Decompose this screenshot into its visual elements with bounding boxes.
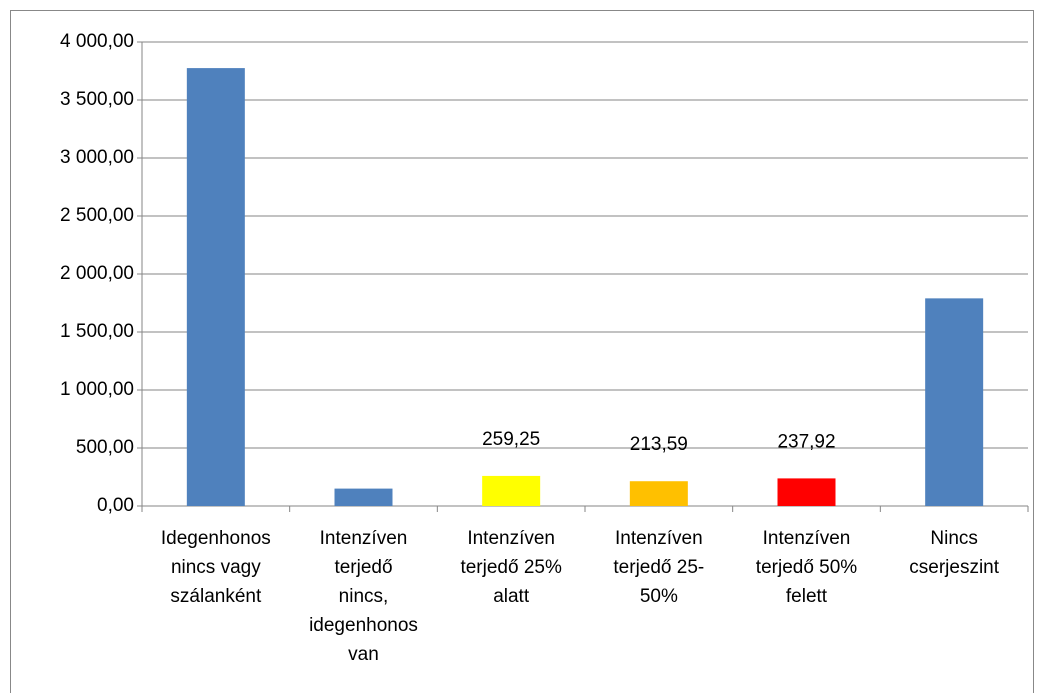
chart-frame <box>10 10 1034 693</box>
data-label: 237,92 <box>777 431 835 452</box>
y-tick-label: 3 000,00 <box>60 147 134 168</box>
y-tick-label: 2 000,00 <box>60 263 134 284</box>
bar <box>334 488 393 506</box>
y-tick-label: 3 500,00 <box>60 89 134 110</box>
x-tick-label: Idegenhonos nincs vagy szálanként <box>161 528 271 607</box>
x-tick-label: Intenzíven terjedő 50% felett <box>756 528 858 607</box>
y-tick-label: 500,00 <box>76 437 134 458</box>
y-tick-label: 4 000,00 <box>60 31 134 52</box>
bar <box>777 478 836 506</box>
y-tick-label: 2 500,00 <box>60 205 134 226</box>
bar <box>629 481 688 506</box>
bar <box>186 68 245 506</box>
y-tick-label: 0,00 <box>97 495 134 516</box>
bar <box>925 298 984 506</box>
y-tick-label: 1 500,00 <box>60 321 134 342</box>
data-label: 259,25 <box>482 429 540 450</box>
x-tick-label: Intenzíven terjedő nincs, idegenhonos van <box>309 528 418 665</box>
data-label: 213,59 <box>630 434 688 455</box>
y-tick-label: 1 000,00 <box>60 379 134 400</box>
x-tick-label: Intenzíven terjedő 25-50% <box>613 528 704 607</box>
bar <box>482 475 541 506</box>
x-tick-label: Nincs cserjeszint <box>909 528 999 578</box>
x-tick-label: Intenzíven terjedő 25% alatt <box>460 528 562 607</box>
